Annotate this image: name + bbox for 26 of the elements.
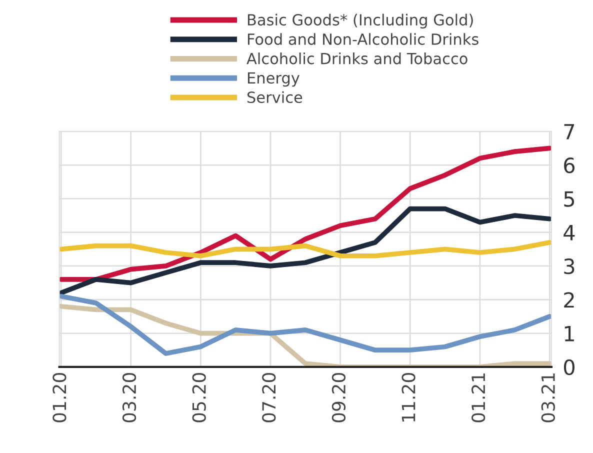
x-tick-label: 11.20 [402, 372, 416, 422]
y-tick-label: 0 [564, 359, 574, 376]
y-tick-label: 6 [564, 157, 575, 174]
legend-label: Energy [248, 72, 300, 87]
x-tick-label: 01.21 [472, 373, 486, 422]
y-tick-label: 5 [564, 191, 574, 207]
legend-label: Service [247, 91, 302, 104]
line-series [59, 240, 552, 258]
line-series [59, 206, 552, 296]
legend-label: Alcoholic Drinks and Tobacco [246, 52, 468, 64]
y-tick-label: 4 [564, 225, 575, 240]
legend-label: Basic Goods* (Including Gold) [248, 14, 473, 29]
y-tick-label: 3 [564, 258, 574, 274]
x-tick-label: 05.20 [192, 372, 206, 422]
x-tick-label: 03.20 [122, 372, 136, 422]
y-tick-label: 2 [564, 292, 574, 308]
x-tick-label: 03.21 [541, 373, 555, 422]
x-tick-label: 09.20 [332, 372, 346, 422]
line-series [59, 146, 552, 282]
line-series [59, 304, 552, 367]
y-tick-label: 1 [564, 326, 574, 342]
x-tick-label: 07.20 [262, 372, 276, 422]
legend-label: Food and Non-Alcoholic Drinks [248, 33, 478, 45]
y-tick-label: 7 [564, 124, 574, 140]
line-series [59, 294, 552, 356]
x-tick-label: 01.20 [52, 372, 66, 422]
